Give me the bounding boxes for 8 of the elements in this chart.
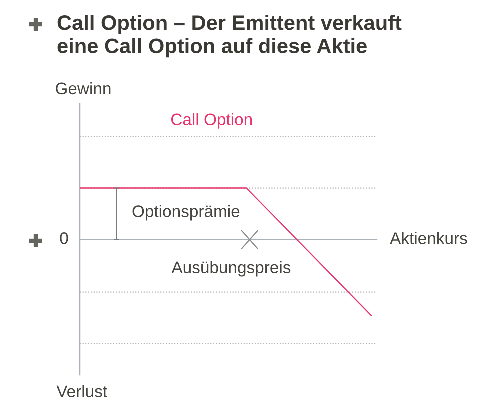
chart-title: Call Option – Der Emittent verkauft eine Call Option auf diese Aktie (58, 15, 402, 58)
text: Gewinn (56, 82, 111, 95)
text: 0 (60, 232, 68, 244)
text: Verlust (56, 385, 108, 398)
annotation: Optionsprämie (132, 205, 240, 221)
annotation: Ausübungspreis (172, 261, 291, 277)
text: Call Option (171, 113, 252, 129)
x-axis-title: Aktienkurs (390, 232, 468, 244)
